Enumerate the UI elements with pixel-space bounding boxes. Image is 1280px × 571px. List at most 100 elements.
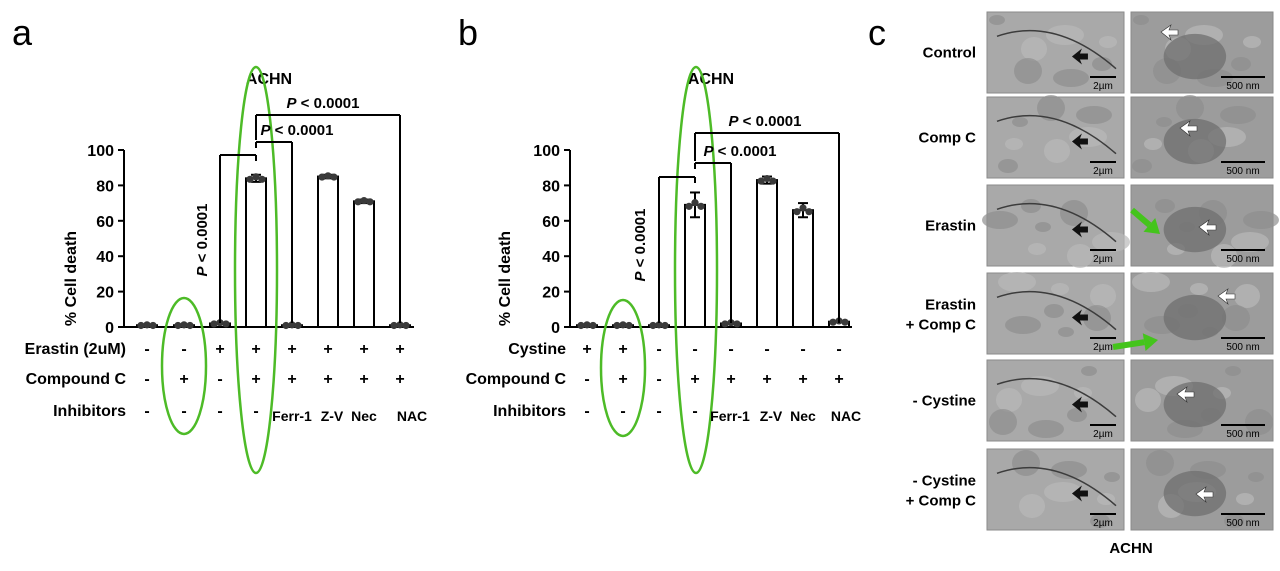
micrograph-texture-left-2-2	[982, 211, 1018, 229]
data-point-1-2-1	[655, 321, 663, 329]
micrograph-right-4: 500 nm	[1130, 359, 1274, 442]
data-point-1-2-0	[649, 321, 657, 330]
row-value-1-2-1: -	[620, 403, 625, 420]
micrograph-row-label-5-a: - Cystine	[913, 473, 976, 490]
scale-label-left-1: 2µm	[1093, 166, 1113, 177]
row-value-0-2-4: Ferr-1	[272, 408, 312, 424]
bar-1-6	[792, 209, 814, 328]
black-arrow-icon-2	[1071, 221, 1088, 238]
data-point-0-6-2	[366, 198, 374, 206]
micrograph-texture-left-1-3	[1005, 138, 1023, 150]
micrograph-left-2: 2µm	[982, 184, 1130, 268]
chart-title-0: ACHN	[246, 71, 292, 88]
y-axis-label-0: % Cell death	[63, 231, 80, 326]
row-value-1-1-0: -	[584, 371, 589, 388]
row-label-1-0: Cystine	[508, 341, 566, 358]
micrograph-texture-left-4-0	[1081, 366, 1097, 376]
green-arrow-icon-0-head	[1143, 218, 1160, 234]
panel-label-b: b	[458, 12, 478, 53]
micrograph-texture-right-2-6	[1155, 199, 1175, 213]
data-point-1-0-2	[589, 321, 597, 330]
data-point-1-1-1	[619, 321, 627, 329]
micrograph-texture-left-3-4	[1083, 305, 1111, 331]
data-point-1-7-2	[841, 318, 849, 326]
data-point-1-3-2	[697, 202, 705, 210]
row-value-0-1-5: +	[323, 371, 332, 388]
data-point-1-2-2	[661, 321, 669, 330]
nuclear-envelope-3	[996, 290, 1117, 331]
micrograph-texture-right-0-3	[1243, 36, 1261, 48]
scale-label-right-2: 500 nm	[1226, 254, 1259, 265]
micrograph-texture-left-0-1	[1021, 37, 1047, 61]
micrograph-row-label-2: Erastin	[925, 218, 976, 235]
data-point-1-4-2	[733, 320, 741, 328]
row-value-1-1-3: +	[690, 371, 699, 388]
micrograph-texture-right-1-2	[1220, 106, 1256, 124]
data-point-1-1-2	[625, 321, 633, 330]
row-value-1-2-6: Nec	[790, 408, 816, 424]
micrograph-texture-left-4-2	[1028, 420, 1064, 438]
micrograph-texture-left-2-0	[1035, 222, 1051, 232]
micrograph-texture-left-0-3	[1099, 36, 1117, 48]
data-point-1-0-1	[583, 321, 591, 329]
y-tick-label-1-5: 100	[533, 143, 560, 160]
scale-label-left-3: 2µm	[1093, 342, 1113, 353]
data-point-1-6-2	[805, 208, 813, 216]
scale-label-right-3: 500 nm	[1226, 342, 1259, 353]
y-tick-label-1-3: 60	[542, 214, 560, 231]
white-arrow-icon-4	[1176, 386, 1195, 403]
mitochondrion-3	[1163, 294, 1227, 341]
row-label-1-1: Compound C	[466, 371, 567, 388]
y-tick-label-0-0: 0	[105, 320, 114, 337]
sig-label-vertical-1: P < 0.0001	[632, 209, 649, 282]
micrograph-texture-right-5-0	[1248, 472, 1264, 482]
micrograph-texture-left-1-6	[998, 159, 1018, 173]
data-point-0-3-0	[246, 175, 254, 183]
row-value-1-2-4: Ferr-1	[710, 408, 750, 424]
data-point-1-5-1	[763, 174, 771, 183]
micrograph-texture-left-3-0	[1058, 327, 1074, 337]
data-point-0-6-0	[354, 198, 362, 206]
micrograph-texture-right-0-0	[1133, 15, 1149, 25]
micrograph-texture-left-2-3	[1028, 243, 1046, 255]
black-arrow-icon-4	[1071, 396, 1088, 413]
row-value-1-0-6: -	[800, 341, 805, 358]
row-value-1-0-7: -	[836, 341, 841, 358]
row-value-1-1-5: +	[762, 371, 771, 388]
row-value-0-0-0: -	[144, 341, 149, 358]
data-point-0-1-2	[186, 321, 194, 330]
data-point-0-0-2	[149, 321, 157, 330]
row-value-1-0-1: +	[618, 341, 627, 358]
data-point-0-7-1	[396, 321, 404, 329]
green-arrow-icon-1	[1112, 333, 1158, 352]
micrograph-caption: ACHN	[1109, 540, 1152, 557]
mitochondrion-4	[1163, 381, 1227, 428]
micrograph-texture-right-0-6	[1231, 57, 1251, 71]
row-value-0-2-7: NAC	[397, 408, 427, 424]
green-arrow-icon-0-shaft	[1130, 207, 1152, 228]
data-point-0-4-1	[288, 321, 296, 329]
highlight-ellipse-0-1	[233, 65, 279, 475]
black-arrow-icon-0	[1071, 48, 1088, 65]
sig-label-bracket1-0: P < 0.0001	[261, 122, 334, 139]
nuclear-envelope-5	[996, 466, 1117, 507]
data-point-0-7-0	[390, 321, 398, 330]
row-value-1-0-3: -	[692, 341, 697, 358]
micrograph-texture-right-3-5	[1132, 272, 1170, 292]
scale-label-left-0: 2µm	[1093, 81, 1113, 92]
data-point-1-7-0	[829, 318, 837, 326]
y-tick-label-0-3: 60	[96, 214, 114, 231]
data-point-1-5-2	[769, 177, 777, 185]
row-value-0-1-4: +	[287, 371, 296, 388]
black-arrow-icon-5	[1071, 485, 1088, 502]
micrograph-texture-left-1-4	[1037, 95, 1065, 121]
data-point-0-2-0	[210, 320, 218, 328]
micrograph-texture-right-2-5	[1231, 232, 1269, 252]
micrograph-texture-right-4-1	[1135, 388, 1161, 412]
data-point-0-4-0	[282, 321, 290, 330]
micrograph-texture-left-3-3	[1051, 283, 1069, 295]
bar-0-3	[245, 177, 267, 328]
scale-label-right-1: 500 nm	[1226, 166, 1259, 177]
micrograph-texture-left-5-1	[1019, 494, 1045, 518]
